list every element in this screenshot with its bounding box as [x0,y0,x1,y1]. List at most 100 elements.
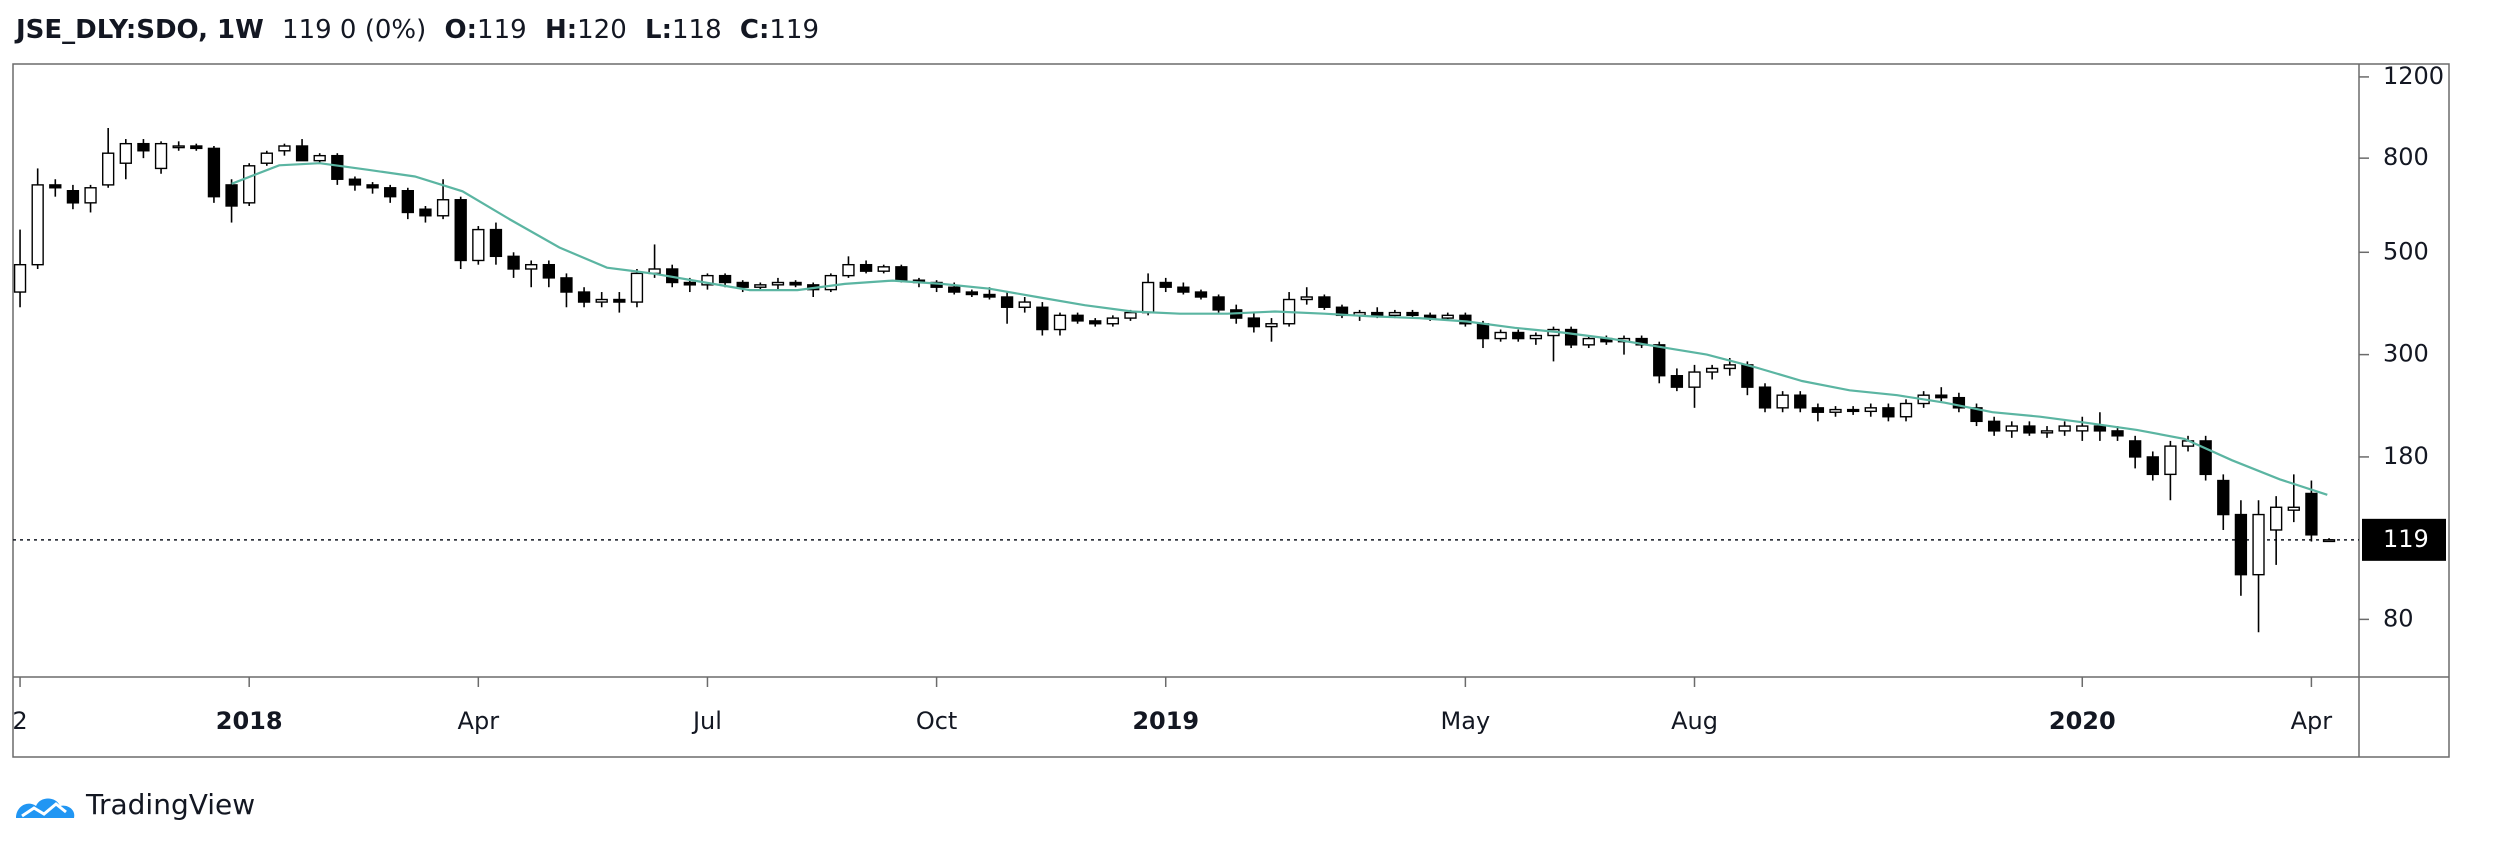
x-tick-label: 2020 [2049,707,2116,735]
candle-body [1371,311,1384,317]
candle-body [1794,394,1807,409]
candle-body [842,263,855,277]
last-price-badge [2362,518,2446,561]
candle-body [313,154,326,162]
candle-body [1529,334,1543,340]
moving-average-line [231,162,2328,496]
candle-body [983,293,996,298]
candle-body [1653,344,1666,377]
candle-body [2252,513,2265,576]
candle-body [2287,506,2300,511]
candle-body [1071,314,1084,322]
x-tick-label: 2018 [216,707,283,735]
candle-body [560,277,573,293]
x-tick-label: Apr [458,707,500,735]
candle-body [2164,445,2177,476]
candle-body [1723,364,1736,370]
candle-body [1089,320,1102,325]
candle-body [2269,506,2283,531]
candle-body [1300,296,1313,301]
candle-body [1987,420,2001,432]
candle-body [2217,479,2230,516]
candle-body [384,187,397,198]
candle-body [472,228,485,262]
candle-body [1194,291,1208,298]
candle-body [2322,539,2336,543]
brand: TradingView [85,788,255,821]
candle-body [1036,306,1049,331]
candle-body [948,286,961,293]
candle-body [613,298,626,303]
candle-body [718,274,732,284]
candle-body [2005,425,2018,432]
candle-body [2146,456,2159,476]
candle-body [366,184,379,189]
candle-body [31,184,44,266]
candle-body [102,152,115,186]
low-value: 118 [672,15,722,45]
y-tick-label: 180 [2383,442,2429,470]
low-label: L: [645,15,672,45]
candle-body [1124,311,1137,319]
high-value: 120 [577,15,627,45]
candle-body [49,184,62,189]
candle-body [1688,371,1701,388]
candle-body [348,178,362,186]
candle-body [1406,311,1419,317]
x-tick-label: Oct [916,707,958,735]
candle-body [2234,513,2248,576]
candle-body [1018,301,1031,308]
candle-body [454,199,467,262]
change: 119 0 (0%) [282,15,426,45]
y-tick-label: 500 [2383,237,2429,265]
candle-body [824,274,838,291]
symbol: JSE_DLY:SDO, 1W [14,15,264,45]
candle-body [225,184,238,207]
candle-body [1265,323,1278,328]
x-tick-label: 2 [12,707,27,735]
candle-body [13,263,27,293]
candle-body [525,263,538,270]
x-tick-label: 2019 [1132,707,1199,735]
chart-frame [12,63,2450,758]
candle-body [2128,440,2142,458]
candle-body [895,266,908,281]
candle-body [1388,311,1402,317]
candle-body [66,190,80,204]
candle-body [260,152,273,164]
candle-body [2305,492,2318,536]
candle-body [1741,364,1754,388]
time-axis: 2 2018 Apr Jul Oct 2019 May Aug 2020 Apr [12,677,2332,735]
candle-body [1758,386,1772,409]
candle-body [278,145,291,152]
y-tick-label: 80 [2383,604,2414,632]
candle-body [2093,425,2107,432]
candle-body [119,142,132,164]
candle-body [683,281,696,286]
candle-body [965,291,979,296]
tradingview-logo: TradingView [16,788,255,821]
candle-body [2058,425,2071,432]
candle-body [577,291,591,303]
y-tick-label: 1200 [2383,62,2444,90]
candle-body [1494,331,1507,340]
candle-body [1882,407,1895,418]
candle-body [1177,286,1190,293]
logo-cloud [16,798,75,818]
candle-body [1000,296,1014,308]
legend-header: JSE_DLY:SDO, 1W 119 0 (0%) O:119 H:120 L… [14,15,819,45]
candle-body [2040,430,2054,434]
candle-body [736,281,749,288]
candle-body [1159,281,1172,288]
candle-body [859,263,873,272]
candle-body [1564,328,1578,346]
candle-body [1899,402,1913,418]
candle-body [1776,394,1789,409]
candle-body [1141,281,1155,314]
candle-body [1459,314,1472,325]
candle-body [789,281,802,286]
candle-body [2023,425,2036,434]
plot-inner [13,127,2359,633]
candle-body [207,147,221,198]
candle-body [243,165,256,204]
